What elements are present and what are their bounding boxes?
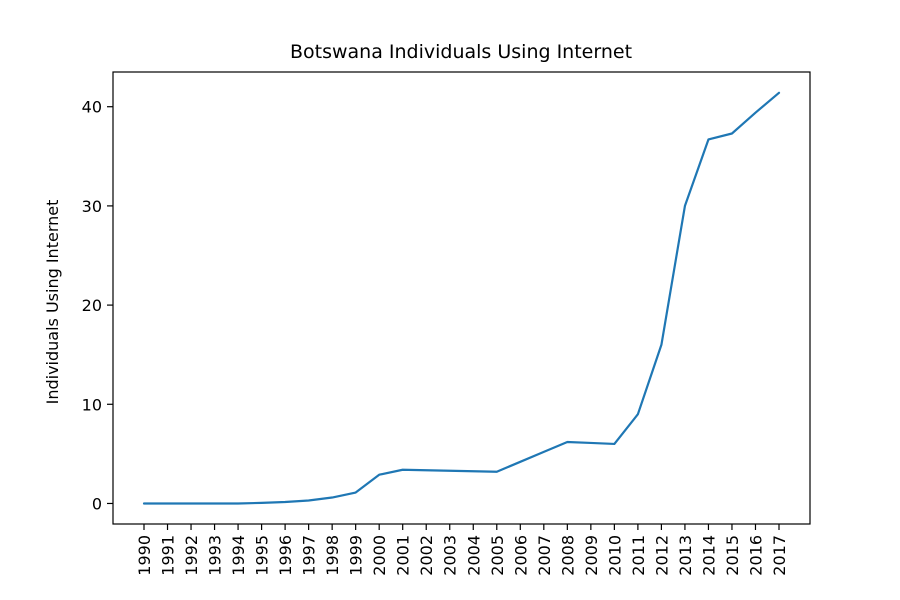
x-tick-label: 2009 bbox=[582, 535, 601, 576]
x-tick-label: 2016 bbox=[746, 535, 765, 576]
x-tick-label: 2007 bbox=[535, 535, 554, 576]
x-tick-label: 2003 bbox=[441, 535, 460, 576]
x-tick-label: 2010 bbox=[605, 535, 624, 576]
x-tick-label: 1999 bbox=[347, 535, 366, 576]
y-tick-label: 20 bbox=[82, 296, 102, 315]
x-tick-label: 2006 bbox=[511, 535, 530, 576]
x-tick-label: 2000 bbox=[370, 535, 389, 576]
x-tick-label: 2017 bbox=[770, 535, 789, 576]
x-tick-label: 1993 bbox=[206, 535, 225, 576]
x-tick-label: 1994 bbox=[229, 535, 248, 576]
y-tick-label: 10 bbox=[82, 395, 102, 414]
series-line bbox=[142, 91, 781, 505]
x-tick-label: 1998 bbox=[323, 535, 342, 576]
x-tick-label: 1992 bbox=[182, 535, 201, 576]
x-tick-label: 1995 bbox=[253, 535, 272, 576]
x-tick-label: 2014 bbox=[699, 535, 718, 576]
x-tick-label: 2013 bbox=[676, 535, 695, 576]
y-tick-label: 40 bbox=[82, 98, 102, 117]
x-tick-label: 2012 bbox=[652, 535, 671, 576]
y-axis-title: Individuals Using Internet bbox=[43, 200, 62, 405]
plot-area: 0 10 20 30 40 1990 1991 1992 1993 1994 1995 1996 199… bbox=[82, 71, 811, 576]
x-tick-label: 1997 bbox=[300, 535, 319, 576]
x-tick-label: 2001 bbox=[394, 535, 413, 576]
x-tick-label: 1990 bbox=[135, 535, 154, 576]
y-tick-label: 0 bbox=[92, 494, 102, 513]
x-tick-label: 2004 bbox=[464, 535, 483, 576]
x-tick-label: 2005 bbox=[488, 535, 507, 576]
x-tick-label: 2011 bbox=[629, 535, 648, 576]
x-tick-label: 2008 bbox=[558, 535, 577, 576]
x-tick-label: 1991 bbox=[159, 535, 178, 576]
x-tick-label: 1996 bbox=[276, 535, 295, 576]
x-tick-label: 2015 bbox=[723, 535, 742, 576]
plot-frame bbox=[112, 71, 811, 525]
y-tick-label: 30 bbox=[82, 197, 102, 216]
chart-title: Botswana Individuals Using Internet bbox=[290, 41, 632, 63]
x-tick-label: 2002 bbox=[417, 535, 436, 576]
